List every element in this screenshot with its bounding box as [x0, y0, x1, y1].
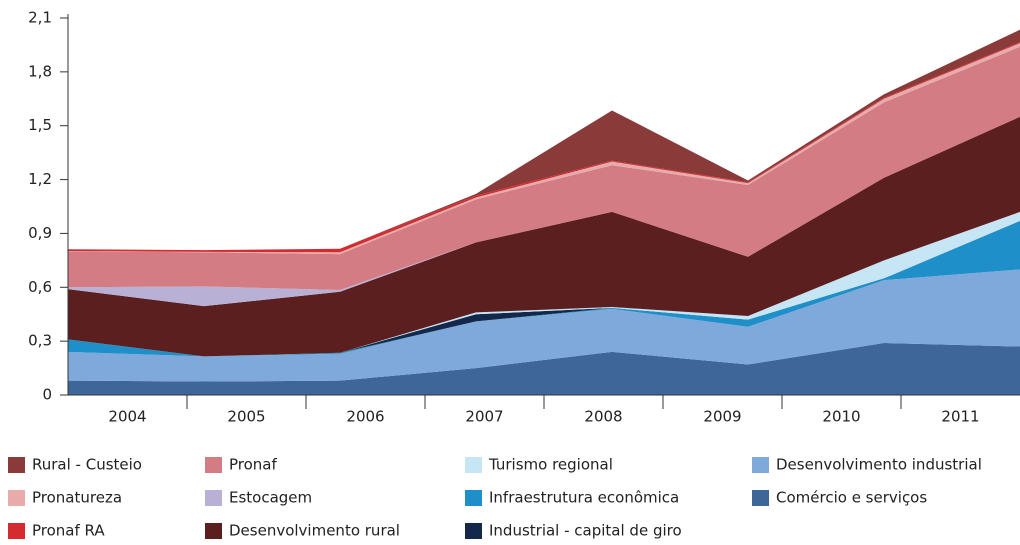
legend-label: Desenvolvimento rural [229, 522, 400, 540]
y-tick-label: 1,5 [28, 116, 52, 134]
legend-swatch [752, 490, 769, 506]
x-tick-label: 2008 [584, 408, 622, 426]
legend-swatch [205, 490, 222, 506]
x-tick-label: 2004 [108, 408, 146, 426]
legend-label: Desenvolvimento industrial [776, 456, 982, 474]
x-tick-label: 2007 [465, 408, 503, 426]
area [68, 46, 1020, 290]
x-tick-label: 2011 [941, 408, 979, 426]
legend-label: Turismo regional [488, 456, 613, 474]
y-tick-label: 0,3 [28, 332, 52, 350]
legend-swatch [205, 523, 222, 539]
legend-label: Industrial - capital de giro [489, 522, 682, 540]
legend-label: Infraestrutura econômica [489, 489, 679, 507]
legend-label: Rural - Custeio [32, 456, 142, 474]
legend-label: Estocagem [229, 489, 312, 507]
x-tick-label: 2009 [703, 408, 741, 426]
x-tick-label: 2010 [822, 408, 860, 426]
legend-swatch [8, 523, 25, 539]
legend-swatch [8, 490, 25, 506]
area [68, 116, 1020, 307]
y-tick-label: 0 [42, 386, 52, 404]
legend-label: Pronatureza [32, 489, 122, 507]
x-tick-label: 2005 [227, 408, 265, 426]
legend-label: Comércio e serviços [776, 489, 927, 507]
legend-swatch [205, 457, 222, 473]
y-tick-label: 0,9 [28, 224, 52, 242]
y-tick-label: 2,1 [28, 9, 52, 27]
y-tick-label: 1,8 [28, 62, 52, 80]
legend-swatch [465, 490, 482, 506]
y-tick-label: 0,6 [28, 278, 52, 296]
area [68, 211, 1020, 357]
legend-label: Pronaf RA [32, 522, 105, 540]
area [68, 269, 1020, 382]
area [68, 116, 1020, 357]
legend-swatch [752, 457, 769, 473]
legend-swatch [8, 457, 25, 473]
area [68, 342, 1020, 395]
y-tick-label: 1,2 [28, 170, 52, 188]
x-tick-label: 2006 [346, 408, 384, 426]
legend-swatch [465, 457, 482, 473]
legend-label: Pronaf [229, 456, 277, 474]
legend-swatch [465, 523, 482, 539]
